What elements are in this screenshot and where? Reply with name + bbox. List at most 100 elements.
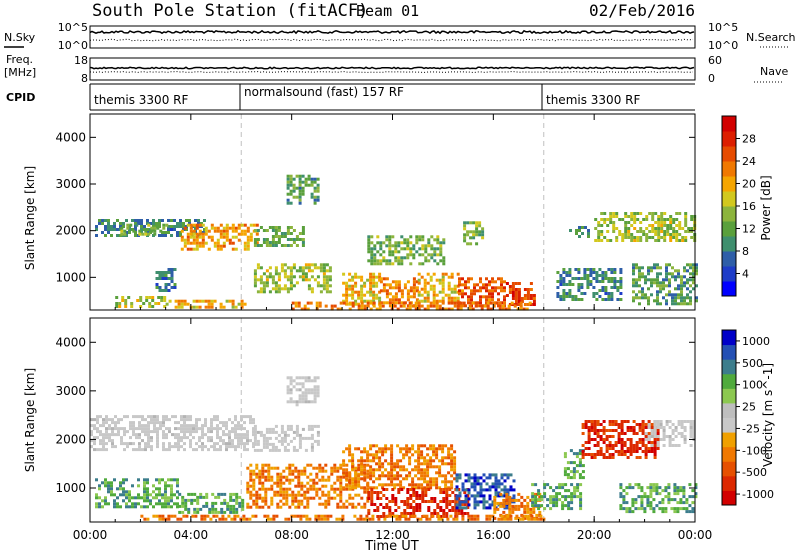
power-cell (158, 225, 161, 228)
power-cell (519, 304, 523, 308)
colorbar-tick-label: 4 (742, 268, 749, 281)
velocity-cell (270, 496, 274, 500)
power-cell (280, 287, 284, 291)
velocity-cell (335, 517, 339, 521)
velocity-cell (408, 450, 412, 454)
velocity-cell (671, 432, 675, 435)
velocity-cell (536, 517, 540, 521)
velocity-cell (619, 507, 623, 511)
velocity-cell (264, 502, 268, 506)
velocity-cell (503, 473, 507, 477)
power-cell (379, 241, 383, 245)
power-cell (219, 235, 223, 239)
power-cell (363, 304, 367, 308)
power-cell (695, 266, 698, 270)
power-cell (444, 307, 448, 311)
velocity-cell (423, 462, 427, 466)
velocity-cell (390, 459, 394, 463)
power-cell (433, 238, 437, 242)
nave-tick-top: 60 (708, 54, 722, 67)
power-cell (430, 256, 434, 260)
velocity-cell (165, 418, 168, 422)
velocity-cell (549, 501, 553, 505)
power-cell (669, 221, 673, 224)
velocity-cell (417, 450, 421, 454)
velocity-cell (192, 424, 195, 428)
velocity-cell (655, 483, 659, 487)
velocity-cell (252, 421, 255, 425)
power-cell (155, 283, 159, 286)
velocity-cell (116, 496, 119, 500)
power-cell (342, 301, 346, 305)
velocity-cell (535, 492, 539, 496)
velocity-cell (664, 489, 668, 493)
velocity-cell (138, 424, 141, 428)
power-cell (469, 230, 473, 234)
velocity-cell (584, 423, 588, 426)
velocity-cell (435, 453, 439, 457)
power-cell (180, 302, 184, 306)
power-cell (638, 269, 641, 273)
power-cell (289, 272, 293, 276)
power-cell (140, 219, 143, 222)
velocity-cell (575, 452, 579, 456)
velocity-cell (289, 382, 293, 386)
velocity-cell (408, 459, 412, 463)
power-cell (289, 177, 293, 181)
power-cell (498, 304, 502, 308)
velocity-cell (629, 453, 633, 456)
velocity-cell (531, 504, 535, 508)
power-cell (586, 268, 590, 271)
power-cell (485, 289, 488, 293)
velocity-cell (316, 376, 320, 380)
velocity-cell (372, 468, 376, 472)
velocity-cell (564, 504, 568, 508)
velocity-cell (107, 502, 110, 506)
power-cell (367, 247, 371, 251)
power-cell (668, 290, 671, 294)
power-cell (304, 180, 308, 184)
power-cell (164, 277, 168, 280)
velocity-cell (122, 499, 125, 503)
power-cell (253, 229, 257, 232)
power-cell (636, 218, 640, 221)
power-cell (677, 287, 680, 291)
velocity-cell (421, 500, 425, 503)
velocity-cell (552, 495, 556, 499)
velocity-cell (437, 514, 441, 518)
power-cell (486, 304, 490, 308)
power-cell (501, 304, 505, 308)
velocity-cell (656, 438, 660, 441)
velocity-cell (649, 501, 653, 505)
velocity-cell (249, 439, 252, 443)
velocity-cell (417, 453, 421, 457)
power-cell (379, 244, 383, 248)
velocity-cell (209, 517, 213, 521)
power-cell (271, 229, 275, 232)
velocity-cell (313, 397, 317, 401)
velocity-cell (378, 462, 382, 466)
velocity-cell (360, 505, 364, 509)
velocity-cell (428, 517, 432, 521)
velocity-cell (442, 509, 446, 512)
velocity-cell (680, 423, 684, 426)
power-cell (672, 236, 676, 239)
velocity-cell (187, 510, 191, 514)
velocity-cell (623, 450, 627, 453)
power-cell (603, 218, 607, 221)
velocity-cell (423, 486, 427, 490)
power-cell (683, 296, 686, 300)
velocity-cell (444, 444, 448, 448)
velocity-cell (149, 493, 152, 497)
power-cell (610, 292, 614, 295)
velocity-cell (147, 445, 150, 449)
velocity-cell (327, 475, 331, 479)
power-cell (292, 275, 296, 279)
power-cell (120, 229, 124, 233)
velocity-cell (384, 450, 388, 454)
colorbar-swatch (722, 461, 736, 477)
velocity-cell (605, 456, 609, 459)
power-cell (616, 286, 620, 289)
power-cell (463, 224, 467, 228)
velocity-cell (249, 490, 253, 494)
